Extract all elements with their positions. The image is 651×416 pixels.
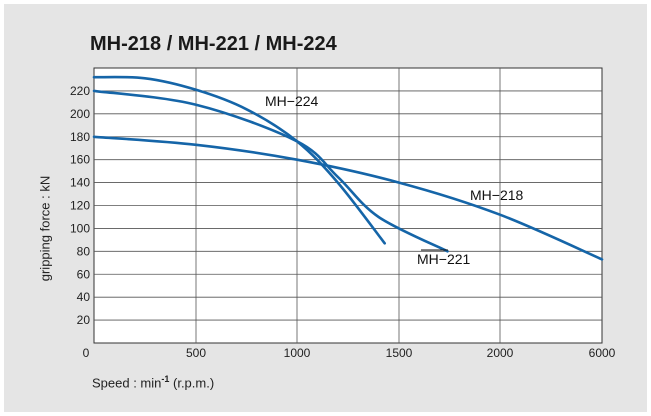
x-tick-label: 6000 [589,346,616,360]
y-tick-label: 200 [70,107,90,121]
x-axis-title-prefix: Speed : min [92,375,161,390]
y-tick-label: 60 [77,267,91,281]
y-tick-label: 180 [70,130,90,144]
series-mh-218-label: MH−218 [470,187,524,203]
x-tick-label: 1000 [284,346,311,360]
y-tick-label: 140 [70,176,90,190]
x-tick-label: 500 [186,346,206,360]
y-tick-label: 40 [77,290,91,304]
y-tick-label: 120 [70,199,90,213]
x-tick-label: 2000 [487,346,514,360]
y-tick-label: 20 [77,313,91,327]
x-tick-label: 0 [83,346,90,360]
y-tick-label: 160 [70,153,90,167]
x-axis-title-suffix: (r.p.m.) [169,375,214,390]
series-mh-224-label: MH−224 [265,93,319,109]
y-tick-label: 80 [77,244,91,258]
y-axis-title: gripping force : kN [38,144,53,314]
series-mh-221-label: MH−221 [417,251,471,267]
y-tick-label: 100 [70,221,90,235]
y-tick-label: 220 [70,84,90,98]
x-tick-label: 1500 [386,346,413,360]
grid [94,68,602,343]
x-axis-title: Speed : min-1 (r.p.m.) [92,374,214,390]
